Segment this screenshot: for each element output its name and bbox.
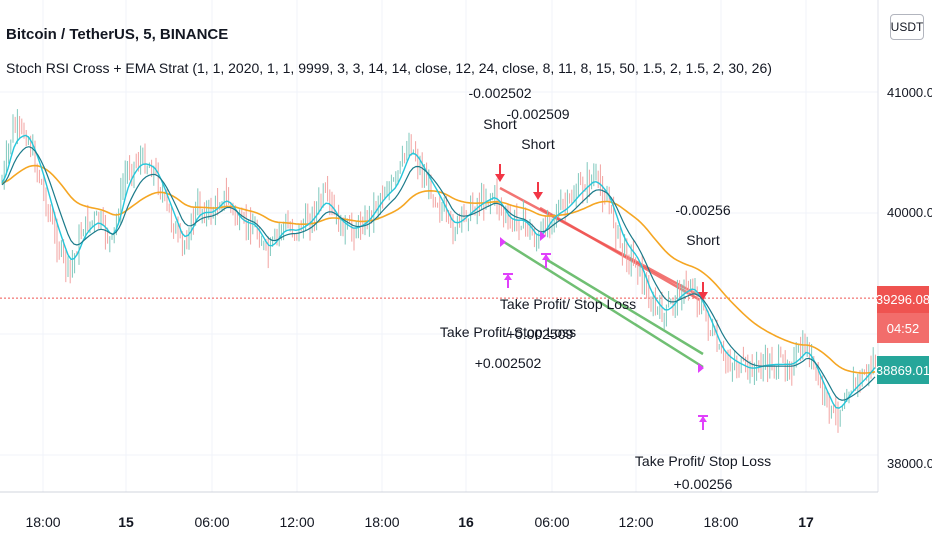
take-profit-line	[543, 256, 704, 356]
strategy-label[interactable]: Stoch RSI Cross + EMA Strat (1, 1, 2020,…	[6, 60, 772, 76]
exit-marker	[698, 363, 704, 373]
trade-1-exit-label: Take Profit/ Stop Loss	[439, 324, 577, 340]
price-label-41000: 41000.00	[887, 85, 932, 100]
trade-2-exit-value: +0.002509	[506, 326, 574, 342]
trade-2-exit-label: Take Profit/ Stop Loss	[499, 296, 637, 312]
short-entry-arrow	[533, 192, 543, 200]
chart-grid	[0, 0, 878, 492]
trade-2-entry-label: Short	[521, 136, 555, 152]
time-label-day: 15	[118, 514, 134, 530]
trade-3-exit-value: +0.00256	[673, 476, 733, 492]
trade-1-entry-label: Short	[483, 116, 517, 132]
ema-fast-line	[1, 134, 876, 409]
countdown-badge: 04:52	[877, 313, 929, 343]
time-label: 06:00	[194, 514, 230, 530]
time-label: 06:00	[534, 514, 570, 530]
trade-markers	[495, 164, 708, 430]
exit-marker	[540, 231, 546, 241]
time-label: 18:00	[703, 514, 739, 530]
exit-arrow	[504, 274, 512, 280]
price-label-38000: 38000.00	[887, 456, 932, 471]
ema-mid-line	[1, 146, 876, 401]
take-profit-line	[503, 240, 704, 369]
short-entry-arrow	[698, 292, 708, 300]
time-label: 12:00	[279, 514, 315, 530]
currency-button[interactable]: USDT	[890, 14, 924, 40]
time-label-day: 17	[798, 514, 814, 530]
stop-loss-line	[539, 206, 701, 302]
trade-1-entry-value: -0.002502	[468, 85, 532, 101]
trade-lines	[499, 186, 704, 369]
trade-3-entry-label: Short	[686, 232, 720, 248]
time-label: 18:00	[364, 514, 400, 530]
exit-marker	[500, 237, 506, 247]
exit-arrow	[542, 254, 550, 260]
symbol-title[interactable]: Bitcoin / TetherUS, 5, BINANCE	[6, 26, 229, 43]
short-entry-arrow	[495, 174, 505, 182]
trade-1-exit-value: +0.002502	[474, 355, 542, 371]
moving-average-lines	[1, 134, 876, 409]
trade-3-entry-value: -0.00256	[675, 202, 731, 218]
exit-arrow	[699, 416, 707, 422]
trade-3-exit-label: Take Profit/ Stop Loss	[634, 453, 772, 469]
price-label-40000: 40000.00	[887, 205, 932, 220]
time-label: 12:00	[618, 514, 654, 530]
trade-2-entry-value: -0.002509	[506, 106, 570, 122]
indicator-value-badge: 38869.01	[876, 356, 930, 384]
candles	[1, 109, 876, 433]
time-label: 18:00	[25, 514, 61, 530]
last-price-badge: 39296.08	[876, 286, 930, 313]
time-label-day: 16	[458, 514, 474, 530]
